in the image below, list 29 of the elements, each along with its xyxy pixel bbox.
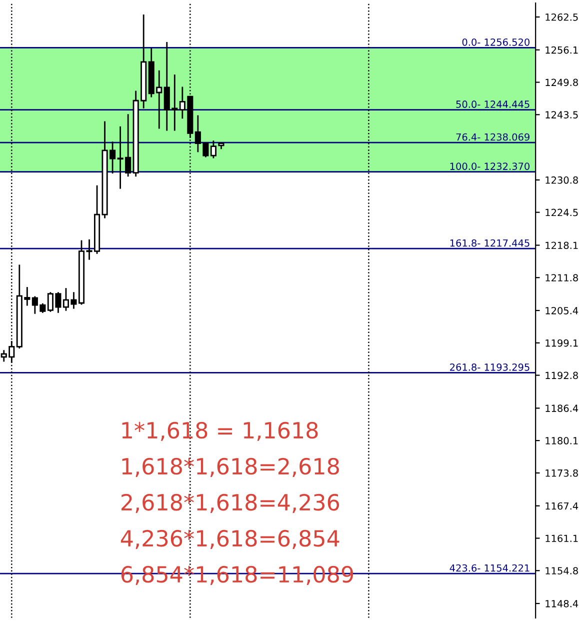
y-tick-label: 1256.1 [546,46,578,54]
y-tick-label: 1180.1 [546,437,578,444]
y-tick-label: 1186.4 [546,404,578,412]
y-tick-label: 1192.8 [546,372,578,380]
annotation: 261.8- 1193.295 [450,363,530,371]
annotation: 1,618*1,618=2,618 [122,458,339,477]
y-tick-label: 1167.4 [546,502,578,510]
annotation: 100.0- 1232.370 [450,162,530,170]
y-tick-label: 1199.1 [546,339,578,347]
y-tick-label: 1243.5 [546,111,578,118]
annotation: 161.8- 1217.445 [450,239,530,247]
y-tick-label: 1211.8 [546,274,578,282]
y-tick-label: 1205.4 [546,306,578,314]
y-tick-label: 1230.8 [546,176,578,184]
y-tick-label: 1262.5 [546,13,578,21]
annotation: 423.6- 1154.221 [450,564,530,572]
y-tick-label: 1173.8 [546,469,578,477]
y-tick-label: 1154.8 [546,567,578,574]
annotation: 0.0- 1256.520 [462,38,530,46]
annotation: 50.0- 1244.445 [456,100,530,108]
y-tick-label: 1249.8 [546,78,578,86]
annotation: 76.4- 1238.069 [456,133,530,141]
y-tick-label: 1224.5 [546,208,578,216]
y-tick-label: 1148.4 [546,600,578,608]
y-tick-label: 1218.1 [546,242,578,250]
annotation: 1*1,618 = 1,1618 [122,422,318,441]
y-tick-label: 1161.1 [546,534,578,542]
annotation: 2,618*1,618=4,236 [121,494,340,513]
annotation: 4,236*1,618=6,854 [120,530,340,549]
